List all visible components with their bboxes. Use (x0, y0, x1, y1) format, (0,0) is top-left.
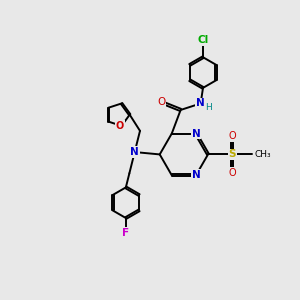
Text: O: O (228, 168, 236, 178)
Text: O: O (158, 97, 166, 107)
Text: CH₃: CH₃ (254, 150, 271, 159)
Text: N: N (192, 128, 200, 139)
Text: O: O (228, 131, 236, 141)
Text: Cl: Cl (197, 35, 208, 45)
Text: N: N (196, 98, 205, 109)
Text: O: O (116, 121, 124, 131)
Text: H: H (206, 103, 212, 112)
Text: N: N (192, 170, 200, 180)
Text: N: N (130, 147, 139, 157)
Text: S: S (228, 149, 236, 159)
Text: F: F (122, 228, 129, 238)
